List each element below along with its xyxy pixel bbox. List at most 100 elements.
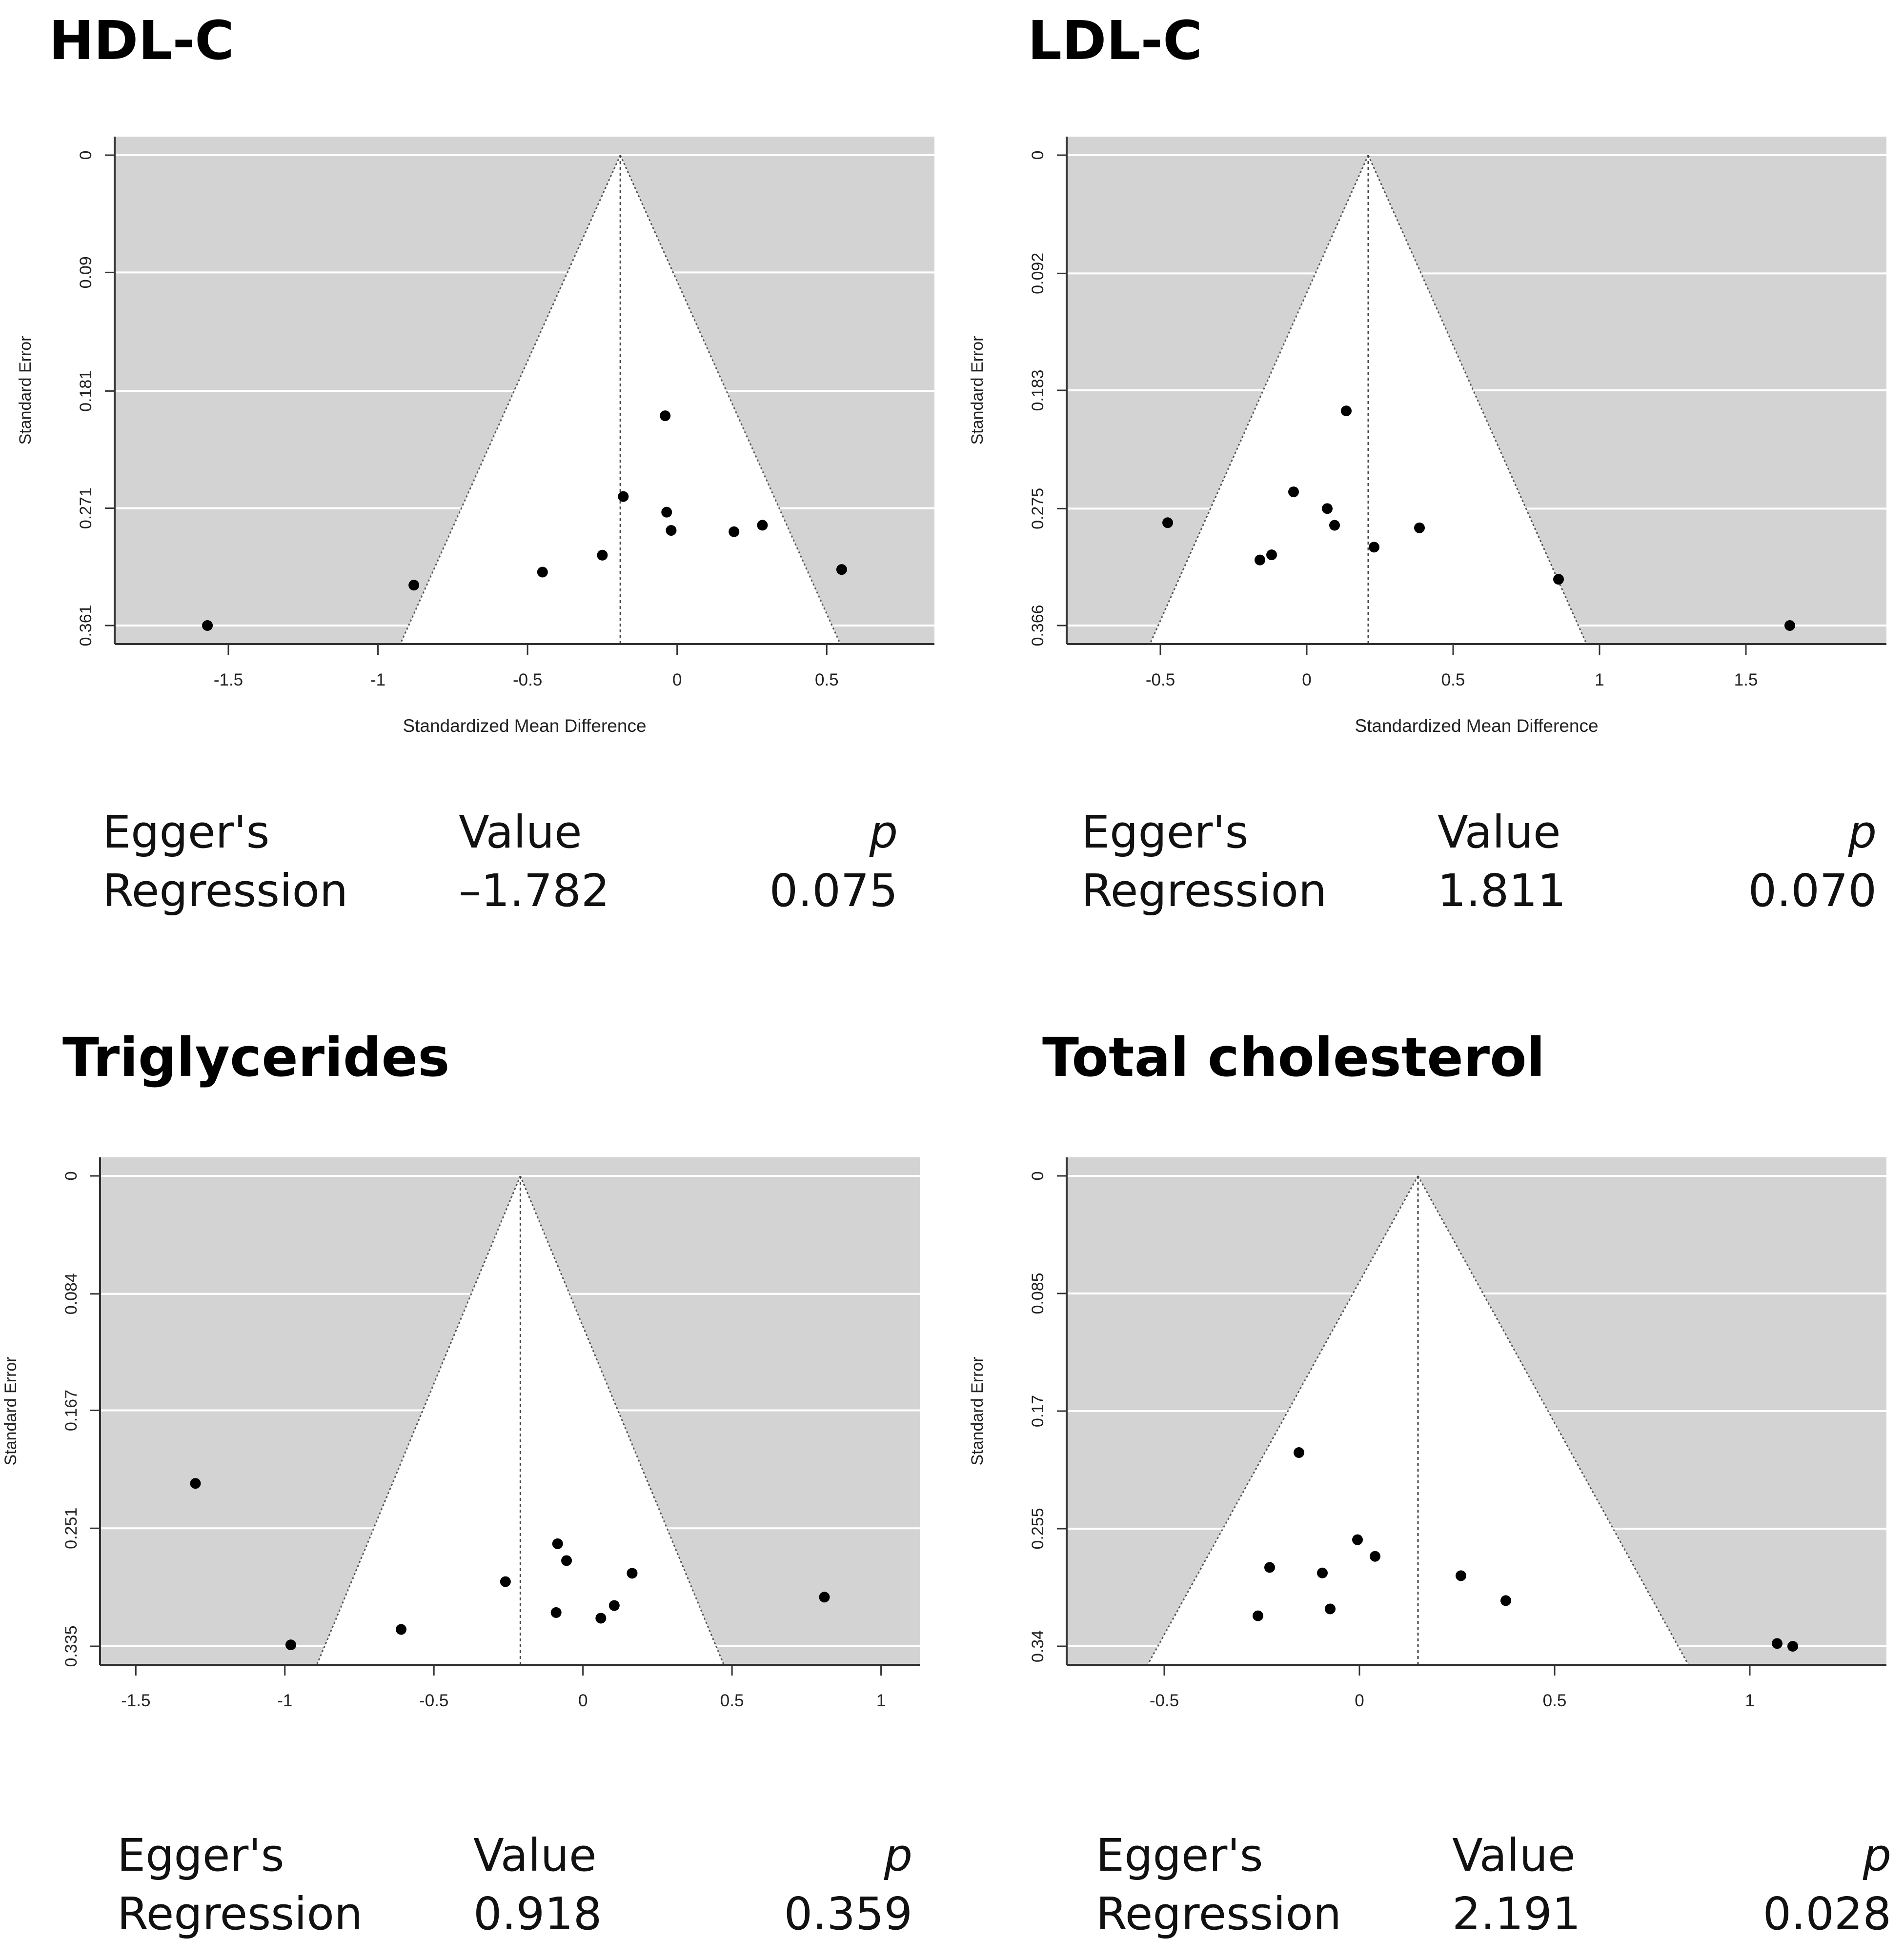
value-header: Value	[1438, 806, 1561, 858]
study-point	[1787, 1641, 1798, 1652]
y-axis-title: Standard Error	[968, 1357, 987, 1466]
study-point	[408, 580, 420, 591]
p-value: 0.075	[769, 865, 898, 917]
funnel-region	[400, 155, 841, 644]
study-point	[1255, 554, 1265, 566]
study-point	[729, 526, 740, 537]
x-tick-label: -1.5	[214, 670, 243, 689]
x-tick-label: -0.5	[1146, 670, 1175, 689]
x-tick-label: 1	[1745, 1691, 1754, 1710]
study-point	[618, 491, 629, 502]
study-point	[1317, 1567, 1328, 1578]
study-point	[550, 1607, 562, 1618]
egger-label: Egger's	[1096, 1829, 1263, 1881]
funnel-right-bound	[1417, 1175, 1689, 1665]
x-tick-label: 0.5	[1543, 1691, 1567, 1710]
x-tick-label: -0.5	[513, 670, 542, 689]
regression-label: Regression	[102, 865, 348, 917]
x-axis-title: Standardized Mean Difference	[1355, 716, 1598, 736]
study-point	[500, 1576, 511, 1587]
p-header: p	[884, 1829, 912, 1881]
x-axis-title: Standardized Mean Difference	[388, 1737, 631, 1738]
study-point	[836, 564, 847, 575]
study-point	[1772, 1638, 1782, 1649]
y-tick-label: 0.271	[77, 487, 95, 529]
funnel-right-bound	[1367, 155, 1587, 645]
y-tick-label: 0.366	[1029, 605, 1047, 646]
p-header: p	[1848, 806, 1877, 858]
x-axis-title: Standardized Mean Difference	[1355, 1737, 1598, 1738]
value-header: Value	[1452, 1829, 1576, 1881]
study-point	[819, 1592, 830, 1603]
study-point	[1264, 1562, 1275, 1573]
study-point	[1784, 620, 1795, 631]
y-tick-label: 0	[1029, 1172, 1047, 1181]
x-tick-label: 1	[876, 1691, 886, 1710]
study-point	[1294, 1447, 1304, 1458]
y-tick-label: 0	[1029, 151, 1047, 160]
x-tick-label: 1.5	[1734, 670, 1758, 689]
egger-value: 2.191	[1452, 1888, 1581, 1940]
y-tick-label: 0.17	[1029, 1395, 1047, 1427]
egger-table: Egger's Regression Value 1.811 p 0.070	[1081, 810, 1877, 937]
y-tick-label: 0.251	[62, 1508, 81, 1549]
y-tick-label: 0.085	[1029, 1273, 1047, 1314]
study-point	[1329, 520, 1340, 531]
y-tick-label: 0.335	[62, 1625, 81, 1667]
study-point	[1341, 405, 1352, 417]
y-tick-label: 0.275	[1029, 488, 1047, 529]
funnel-left-bound	[316, 1175, 521, 1665]
regression-label: Regression	[117, 1888, 363, 1940]
study-point	[1288, 486, 1299, 498]
value-header: Value	[459, 806, 582, 858]
x-tick-label: -1	[370, 670, 385, 689]
funnel-plot: 0 0.085 0.17 0.255 0.34 -0.5 0 0.5 1 Standardized…	[968, 1157, 1886, 1738]
y-tick-label: 0.09	[77, 256, 95, 288]
p-header: p	[1863, 1829, 1891, 1881]
p-header: p	[869, 806, 898, 858]
x-tick-label: 0.5	[720, 1691, 744, 1710]
y-tick-label: 0.167	[62, 1390, 81, 1431]
p-value: 0.028	[1762, 1888, 1891, 1940]
panel-triglycerides: Triglycerides 0 0.084 0.167 0.251 0.335 -1.5 -…	[0, 977, 952, 1954]
p-value: 0.359	[784, 1888, 912, 1940]
y-axis-title: Standard Error	[968, 336, 987, 445]
panel-ldl-c: LDL-C 0 0.092 0.183 0.275 0.366 -0.5 0 0.5 1 1.5 S…	[952, 0, 1904, 977]
funnel-region	[1150, 155, 1587, 644]
study-point	[1456, 1570, 1466, 1581]
y-tick-label: 0.183	[1029, 369, 1047, 411]
study-point	[660, 410, 671, 422]
y-tick-label: 0	[77, 151, 95, 160]
study-point	[1266, 549, 1277, 561]
study-point	[1253, 1610, 1263, 1621]
study-point	[537, 566, 548, 578]
funnel-plot: 0 0.092 0.183 0.275 0.366 -0.5 0 0.5 1 1.5 Standar…	[968, 137, 1886, 736]
study-point	[285, 1639, 296, 1651]
funnel-left-bound	[399, 155, 621, 645]
y-axis-title: Standard Error	[16, 336, 35, 445]
y-tick-label: 0.361	[77, 605, 95, 646]
study-point	[597, 549, 608, 561]
panel-title: LDL-C	[1028, 9, 1202, 72]
funnel-left-bound	[1147, 1175, 1419, 1665]
study-point	[1162, 517, 1173, 528]
funnel-right-bound	[519, 1175, 725, 1665]
y-tick-label: 0.181	[77, 370, 95, 412]
study-point	[1414, 522, 1425, 533]
p-value: 0.070	[1748, 865, 1877, 917]
study-point	[1370, 1551, 1380, 1562]
y-tick-label: 0.084	[62, 1273, 81, 1314]
study-point	[1369, 542, 1379, 553]
study-point	[661, 506, 672, 518]
x-tick-label: 0	[1302, 670, 1311, 689]
funnel-right-bound	[619, 155, 841, 645]
x-tick-label: 1	[1595, 670, 1604, 689]
egger-value: –1.782	[459, 865, 610, 917]
study-point	[666, 525, 677, 536]
egger-table: Egger's Regression Value –1.782 p 0.075	[102, 810, 898, 937]
egger-label: Egger's	[117, 1829, 284, 1881]
panel-hdl-c: HDL-C 0 0.09 0.181 0.271 0.361 -1.5 -1 -0.5 0 0.5…	[0, 0, 952, 977]
egger-value: 0.918	[473, 1888, 602, 1940]
egger-table: Egger's Regression Value 0.918 p 0.359	[117, 1833, 912, 1960]
study-point	[1553, 574, 1564, 585]
